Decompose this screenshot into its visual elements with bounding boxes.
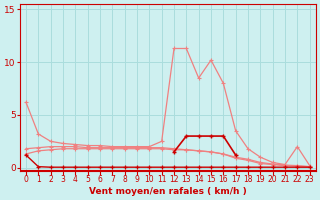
X-axis label: Vent moyen/en rafales ( km/h ): Vent moyen/en rafales ( km/h ): [89, 187, 247, 196]
